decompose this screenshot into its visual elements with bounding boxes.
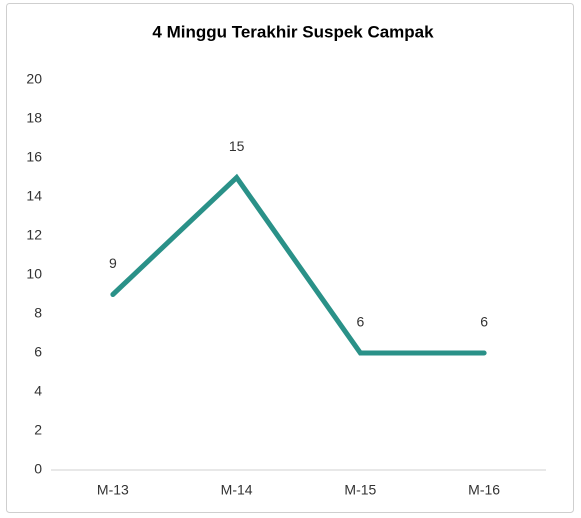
y-tick-label: 6 [34, 344, 42, 360]
y-tick-label: 20 [26, 71, 42, 87]
y-tick-label: 12 [26, 227, 42, 243]
data-label: 15 [229, 138, 245, 154]
data-label: 9 [109, 255, 117, 271]
y-tick-label: 14 [26, 188, 42, 204]
y-tick-label: 10 [26, 266, 42, 282]
chart-border [6, 3, 574, 513]
y-tick-label: 16 [26, 149, 42, 165]
y-tick-label: 2 [34, 422, 42, 438]
x-tick-label: M-14 [221, 482, 253, 498]
chart-title: 4 Minggu Terakhir Suspek Campak [152, 22, 434, 41]
data-label: 6 [480, 314, 488, 330]
y-tick-label: 18 [26, 110, 42, 126]
data-line [110, 173, 487, 356]
x-tick-label: M-13 [97, 482, 129, 498]
x-tick-label: M-15 [344, 482, 376, 498]
y-tick-label: 0 [34, 461, 42, 477]
data-label: 6 [356, 314, 364, 330]
y-tick-label: 4 [34, 383, 42, 399]
x-tick-label: M-16 [468, 482, 500, 498]
y-tick-label: 8 [34, 305, 42, 321]
